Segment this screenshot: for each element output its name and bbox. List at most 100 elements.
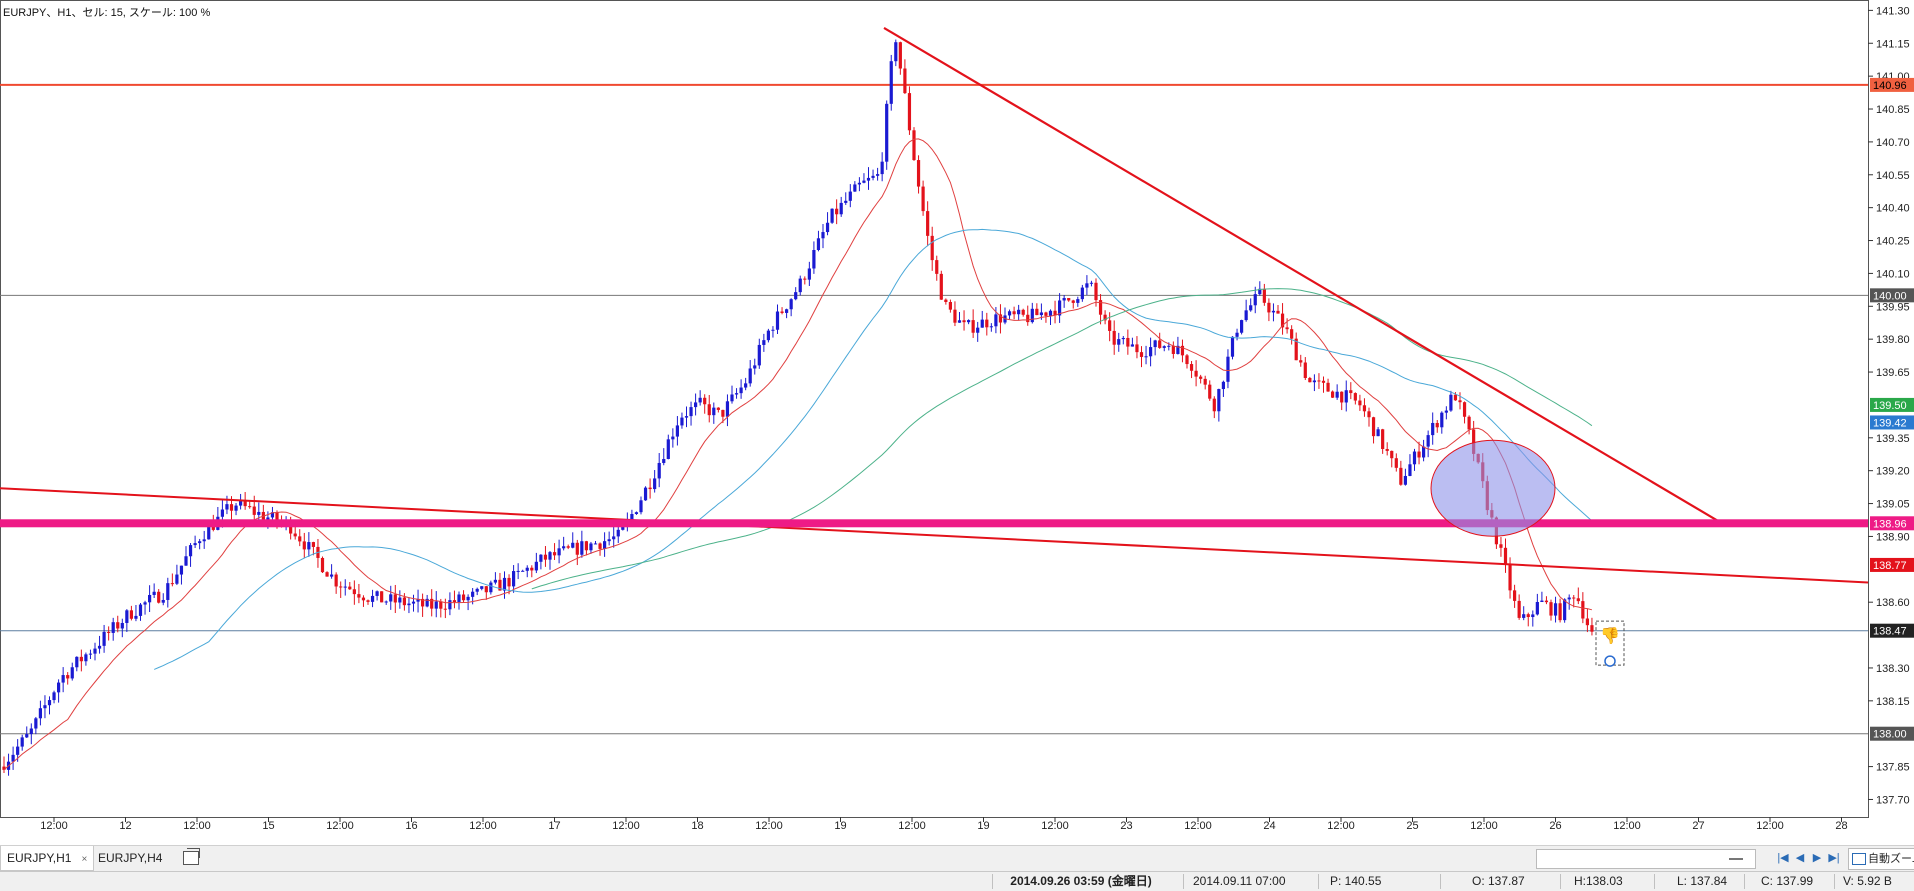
price-marker-label: 140.96 xyxy=(1873,80,1907,92)
candle-body xyxy=(785,309,789,313)
candle-body xyxy=(1044,312,1048,316)
candle-body xyxy=(207,524,211,540)
candle-body xyxy=(757,344,761,366)
candle-body xyxy=(1290,329,1294,339)
candle-body xyxy=(1349,390,1353,394)
candle-body xyxy=(562,546,566,549)
candle-body xyxy=(134,615,138,619)
minimize-icon[interactable] xyxy=(1729,858,1743,860)
scroll-last-icon[interactable]: ▶| xyxy=(1828,852,1840,864)
candle-body xyxy=(912,130,916,161)
candle-body xyxy=(2,766,6,770)
candle-body xyxy=(835,208,839,215)
tab-eurjpy-h4[interactable]: EURJPY,H4 xyxy=(92,846,168,870)
candle-body xyxy=(789,299,793,310)
candle-body xyxy=(898,42,902,69)
time-tick-label: 25 xyxy=(1406,820,1418,830)
candle-body xyxy=(66,675,70,679)
candle-body xyxy=(566,546,570,548)
scroll-right-icon[interactable]: ▶ xyxy=(1812,852,1822,864)
window-layout-icon[interactable] xyxy=(183,848,200,865)
price-tick-label: 141.15 xyxy=(1876,38,1910,50)
candle-body xyxy=(1399,467,1403,485)
candle-body xyxy=(1499,544,1503,548)
candle-body xyxy=(275,512,279,522)
candle-body xyxy=(339,586,343,588)
candle-body xyxy=(653,478,657,490)
candle-body xyxy=(1058,300,1062,316)
candle-body xyxy=(20,737,24,747)
candle-body xyxy=(1403,475,1407,485)
candle-body xyxy=(1203,378,1207,385)
candle-body xyxy=(88,653,93,655)
candle-body xyxy=(361,597,366,601)
price-tick-label: 140.10 xyxy=(1876,268,1910,280)
close-icon[interactable]: × xyxy=(81,854,88,865)
candle-body xyxy=(1294,338,1298,361)
candle-body xyxy=(34,718,38,729)
candle-body xyxy=(1581,601,1585,619)
auto-zoom-button[interactable]: 自動ズーム xyxy=(1848,848,1914,870)
candle-body xyxy=(1381,429,1385,450)
ma-mid-line xyxy=(154,228,1593,670)
price-chart[interactable]: 141.30 141.15 141.00 140.85 140.70 140.55 140.… xyxy=(0,0,1914,830)
scroll-left-icon[interactable]: ◀ xyxy=(1795,852,1805,864)
candle-body xyxy=(1235,332,1239,337)
chart-scroll-box[interactable] xyxy=(1536,849,1756,869)
candle-body xyxy=(962,320,966,323)
price-marker-label: 140.00 xyxy=(1873,290,1907,302)
candle-body xyxy=(375,591,379,596)
price-marker-bg xyxy=(1870,516,1914,531)
candle-body xyxy=(102,631,106,646)
candle-body xyxy=(1030,308,1034,323)
candle-body xyxy=(803,278,807,280)
candle-body xyxy=(612,536,616,540)
candle-body xyxy=(1039,312,1043,316)
candle-body xyxy=(512,571,516,587)
candle-body xyxy=(320,557,325,573)
candle-body xyxy=(998,314,1003,323)
candle-body xyxy=(707,404,711,416)
candlestick-chart[interactable]: 141.30141.15141.00140.85140.70140.55140.… xyxy=(0,0,1914,830)
price-tick-label: 137.85 xyxy=(1876,762,1910,774)
price-tick-label: 140.85 xyxy=(1876,104,1910,116)
candle-body xyxy=(234,505,238,511)
candle-body xyxy=(985,319,989,328)
candle-body xyxy=(1549,602,1553,616)
time-tick-label: 28 xyxy=(1835,820,1847,830)
price-tick-label: 140.40 xyxy=(1876,203,1910,215)
candle-body xyxy=(821,232,825,239)
tab-eurjpy-h1[interactable]: EURJPY,H1 × xyxy=(0,846,95,871)
candle-body xyxy=(293,533,297,537)
time-tick-label: 24 xyxy=(1263,820,1275,830)
price-marker-bg xyxy=(1870,623,1914,638)
candle-body xyxy=(166,583,170,600)
candle-body xyxy=(507,577,511,587)
tab-label: EURJPY,H1 xyxy=(7,851,72,865)
candle-body xyxy=(489,582,493,593)
price-marker-bg xyxy=(1870,726,1914,741)
candle-body xyxy=(1417,451,1421,458)
candle-body xyxy=(939,273,943,300)
status-open: O: 137.87 xyxy=(1472,874,1525,888)
candle-body xyxy=(1572,597,1576,599)
candle-body xyxy=(953,309,957,323)
candle-body xyxy=(807,268,811,280)
candle-body xyxy=(1162,346,1166,348)
candle-body xyxy=(916,160,921,187)
candle-body xyxy=(1276,310,1280,314)
candle-body xyxy=(671,436,675,440)
scroll-first-icon[interactable]: |◀ xyxy=(1777,852,1789,864)
candle-body xyxy=(93,648,97,654)
candle-body xyxy=(411,601,416,604)
candle-body xyxy=(1267,302,1271,313)
candle-body xyxy=(1035,308,1039,316)
candle-body xyxy=(994,314,998,327)
candle-body xyxy=(1103,314,1107,321)
candle-body xyxy=(1007,311,1012,316)
candle-body xyxy=(1563,599,1567,621)
candle-body xyxy=(748,368,752,384)
divider xyxy=(1654,874,1655,889)
candle-body xyxy=(334,574,338,587)
time-tick-label: 12:00 xyxy=(1613,820,1641,830)
